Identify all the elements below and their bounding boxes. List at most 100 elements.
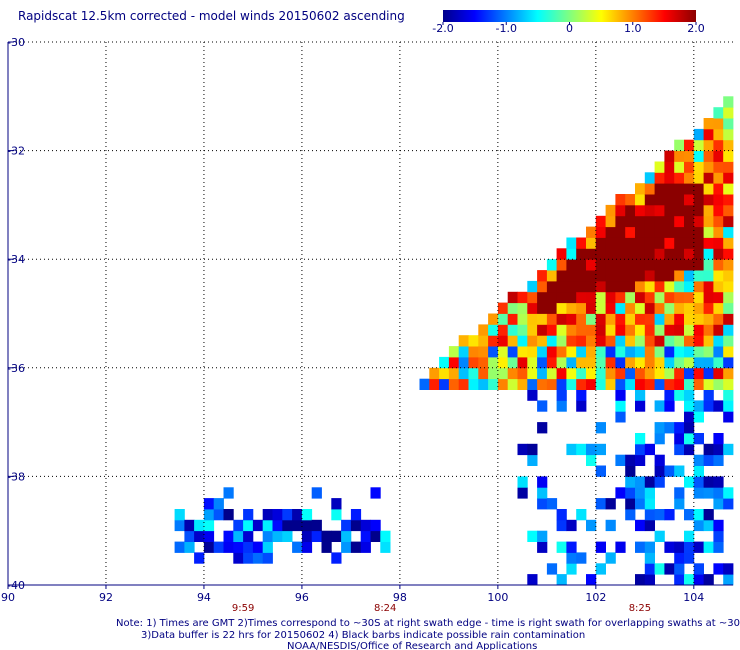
data-cell xyxy=(625,509,636,521)
data-cell xyxy=(703,367,714,380)
data-cell xyxy=(713,313,724,325)
data-cell xyxy=(703,150,714,162)
data-cell xyxy=(644,183,655,195)
data-cell xyxy=(684,346,695,358)
data-cell xyxy=(586,259,597,271)
data-cell xyxy=(644,519,655,532)
data-cell xyxy=(723,226,734,238)
data-cell xyxy=(605,226,616,238)
data-cell xyxy=(723,389,734,401)
data-cell xyxy=(693,346,704,358)
data-cell xyxy=(566,443,577,456)
data-cell xyxy=(605,335,616,347)
x-tick-label: 98 xyxy=(393,591,407,604)
data-cell xyxy=(654,270,665,282)
data-cell xyxy=(635,270,646,282)
data-cell xyxy=(605,346,616,358)
footnotes: Note: 1) Times are GMT 2)Times correspon… xyxy=(116,618,740,650)
data-cell xyxy=(331,530,342,542)
data-cell xyxy=(605,215,616,228)
data-cell xyxy=(635,443,646,456)
data-cell xyxy=(203,509,215,521)
data-cell xyxy=(713,541,724,553)
data-cell xyxy=(233,519,244,532)
data-cell xyxy=(595,302,606,314)
data-cell xyxy=(576,552,587,564)
data-cell xyxy=(615,194,626,206)
data-cell xyxy=(703,291,714,304)
time-label: 8:24 xyxy=(374,603,396,614)
data-cell xyxy=(693,400,704,412)
data-cell xyxy=(262,509,273,521)
data-cell xyxy=(478,378,489,390)
data-cell xyxy=(615,378,626,390)
data-cell xyxy=(595,563,606,575)
data-cell xyxy=(664,291,675,304)
data-cell xyxy=(635,476,646,488)
data-cell xyxy=(664,509,675,521)
data-cell xyxy=(203,519,215,532)
data-cell xyxy=(615,226,626,238)
data-cell xyxy=(537,498,548,510)
data-cell xyxy=(556,356,567,369)
data-cell xyxy=(635,498,646,510)
data-cell xyxy=(684,204,695,217)
data-cell xyxy=(684,422,695,434)
data-cell xyxy=(223,509,234,521)
data-cell xyxy=(664,367,675,380)
data-cell xyxy=(723,259,734,271)
x-tick-label: 102 xyxy=(585,591,606,604)
data-cell xyxy=(693,183,704,195)
data-cell xyxy=(674,302,685,314)
data-cell xyxy=(527,356,538,369)
data-cell xyxy=(723,335,734,347)
data-cell xyxy=(537,476,548,488)
data-cell xyxy=(507,302,518,314)
data-cell xyxy=(497,367,509,380)
data-cell xyxy=(664,400,675,412)
data-cell xyxy=(635,574,646,586)
data-cell xyxy=(654,248,665,260)
data-cell xyxy=(556,313,567,325)
data-cell xyxy=(693,291,704,304)
colorbar-gradient xyxy=(443,10,696,22)
data-cell xyxy=(693,324,704,336)
data-cell xyxy=(595,313,606,325)
data-cell xyxy=(664,389,675,401)
data-cell xyxy=(693,465,704,477)
data-cell xyxy=(674,335,685,347)
data-cell xyxy=(723,237,734,249)
y-tick-label: -38 xyxy=(7,470,25,483)
data-cell xyxy=(321,530,332,542)
data-cell xyxy=(586,291,597,304)
data-cell xyxy=(566,335,577,347)
data-cell xyxy=(693,378,704,390)
data-cell xyxy=(664,465,675,477)
data-cell xyxy=(654,454,665,466)
data-cell xyxy=(507,367,518,380)
data-cell xyxy=(615,411,626,423)
data-cell xyxy=(684,280,695,293)
data-cell xyxy=(595,422,606,434)
data-cell xyxy=(527,389,538,401)
data-cell xyxy=(527,291,538,304)
data-cell xyxy=(586,519,597,532)
data-cell xyxy=(713,356,724,369)
data-cell xyxy=(537,335,548,347)
data-cell xyxy=(674,237,685,249)
data-cell xyxy=(448,367,460,380)
data-cell xyxy=(635,346,646,358)
data-cell xyxy=(586,302,597,314)
data-cell xyxy=(674,313,685,325)
data-cell xyxy=(527,302,538,314)
x-tick-label: 104 xyxy=(683,591,704,604)
data-cell xyxy=(674,324,685,336)
data-cell xyxy=(537,367,548,380)
data-cell xyxy=(223,487,234,499)
data-cell xyxy=(713,280,724,293)
data-cell xyxy=(625,378,636,390)
data-cell xyxy=(713,433,724,445)
data-cell xyxy=(713,454,724,466)
data-cell xyxy=(586,346,597,358)
data-cell xyxy=(723,443,734,456)
